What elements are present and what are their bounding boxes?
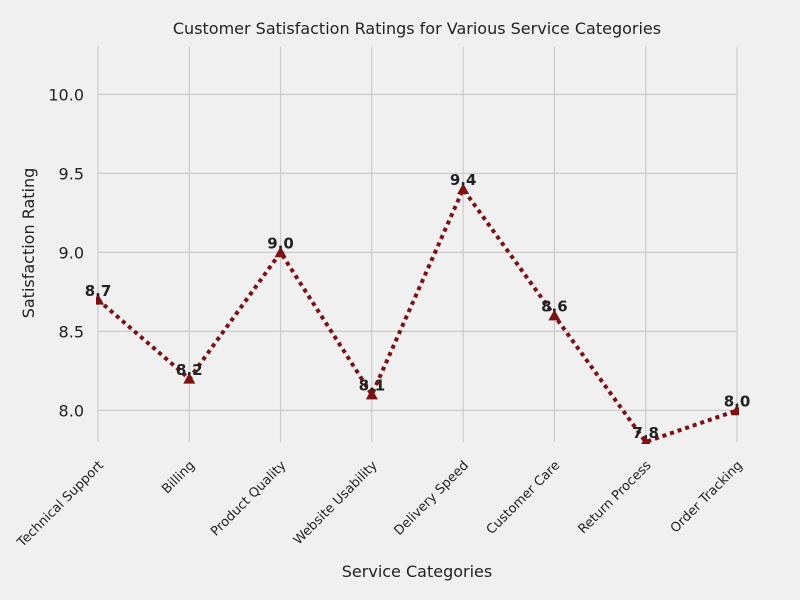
data-point-marker xyxy=(457,183,470,194)
data-point-marker xyxy=(641,436,651,444)
data-label-layer: 8.7 8.2 9.0 8.1 9.4 8.6 7.8 8.0 xyxy=(85,171,751,442)
y-axis-ticks: 8.0 8.5 9.0 9.5 10.0 xyxy=(48,85,84,420)
series-line xyxy=(96,185,738,444)
data-label: 8.7 xyxy=(85,282,112,300)
y-tick-label: 8.0 xyxy=(59,401,84,420)
y-tick-label: 9.5 xyxy=(59,164,84,183)
data-point-marker xyxy=(183,372,196,384)
x-tick-label: Product Quality xyxy=(208,458,289,539)
data-point-marker xyxy=(365,388,378,400)
y-tick-label: 8.5 xyxy=(59,322,84,341)
x-tick-label: Billing xyxy=(159,458,198,497)
data-label: 8.0 xyxy=(724,392,751,410)
x-tick-label: Order Tracking xyxy=(668,458,746,536)
y-axis-label: Satisfaction Rating xyxy=(19,168,38,319)
x-tick-label: Technical Support xyxy=(14,458,107,551)
data-point-marker xyxy=(548,309,561,321)
x-tick-label: Delivery Speed xyxy=(391,458,472,539)
data-label: 8.6 xyxy=(541,298,568,316)
data-label: 9.0 xyxy=(267,234,294,252)
data-label: 8.2 xyxy=(176,361,203,379)
marker-layer xyxy=(96,183,739,444)
x-axis-ticks: Technical Support Billing Product Quality W… xyxy=(14,458,746,551)
series-line-layer xyxy=(96,185,738,444)
data-point-marker xyxy=(274,246,287,258)
grid xyxy=(97,47,738,442)
data-label: 8.1 xyxy=(359,377,386,395)
x-tick-label: Website Usability xyxy=(291,458,381,548)
data-label: 7.8 xyxy=(632,424,659,442)
data-point-marker xyxy=(96,293,104,305)
y-tick-label: 9.0 xyxy=(59,243,84,262)
y-tick-label: 10.0 xyxy=(48,85,84,104)
x-axis-label: Service Categories xyxy=(342,562,492,581)
data-label: 9.4 xyxy=(450,171,477,189)
x-tick-label: Customer Care xyxy=(484,458,563,537)
x-tick-label: Return Process xyxy=(576,458,655,537)
chart-title: Customer Satisfaction Ratings for Variou… xyxy=(173,19,661,38)
data-point-marker xyxy=(731,404,739,416)
